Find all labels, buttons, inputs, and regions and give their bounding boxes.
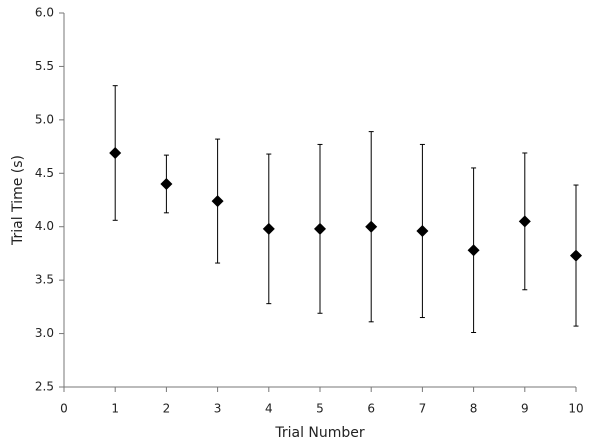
x-tick-label: 9 [521, 402, 529, 416]
point [262, 222, 275, 235]
x-tick-label: 2 [163, 402, 171, 416]
point [518, 215, 531, 228]
y-tick-label: 2.5 [35, 380, 54, 394]
y-tick-label: 4.5 [35, 166, 54, 180]
x-tick-label: 10 [568, 402, 583, 416]
point [109, 146, 122, 159]
y-axis-title: Trial Time (s) [10, 155, 26, 246]
x-tick-label: 6 [367, 402, 375, 416]
point [314, 222, 326, 235]
y-tick-label: 5.5 [35, 59, 54, 73]
point [467, 244, 480, 257]
point [570, 249, 582, 262]
x-tick-label: 3 [214, 402, 222, 416]
point [160, 177, 173, 190]
x-tick-label: 1 [111, 402, 119, 416]
y-tick-label: 4.0 [35, 219, 54, 233]
x-tick-label: 7 [419, 402, 427, 416]
point [211, 195, 224, 208]
x-tick-label: 0 [60, 402, 68, 416]
x-tick-label: 4 [265, 402, 273, 416]
x-tick-label: 8 [470, 402, 478, 416]
y-tick-label: 3.5 [35, 273, 54, 287]
y-tick-label: 6.0 [35, 6, 54, 20]
point [365, 220, 378, 233]
x-tick-label: 5 [316, 402, 324, 416]
y-tick-label: 3.0 [35, 326, 54, 340]
x-axis-title: Trial Number [274, 425, 365, 441]
y-tick-label: 5.0 [35, 112, 54, 126]
point [416, 224, 429, 237]
